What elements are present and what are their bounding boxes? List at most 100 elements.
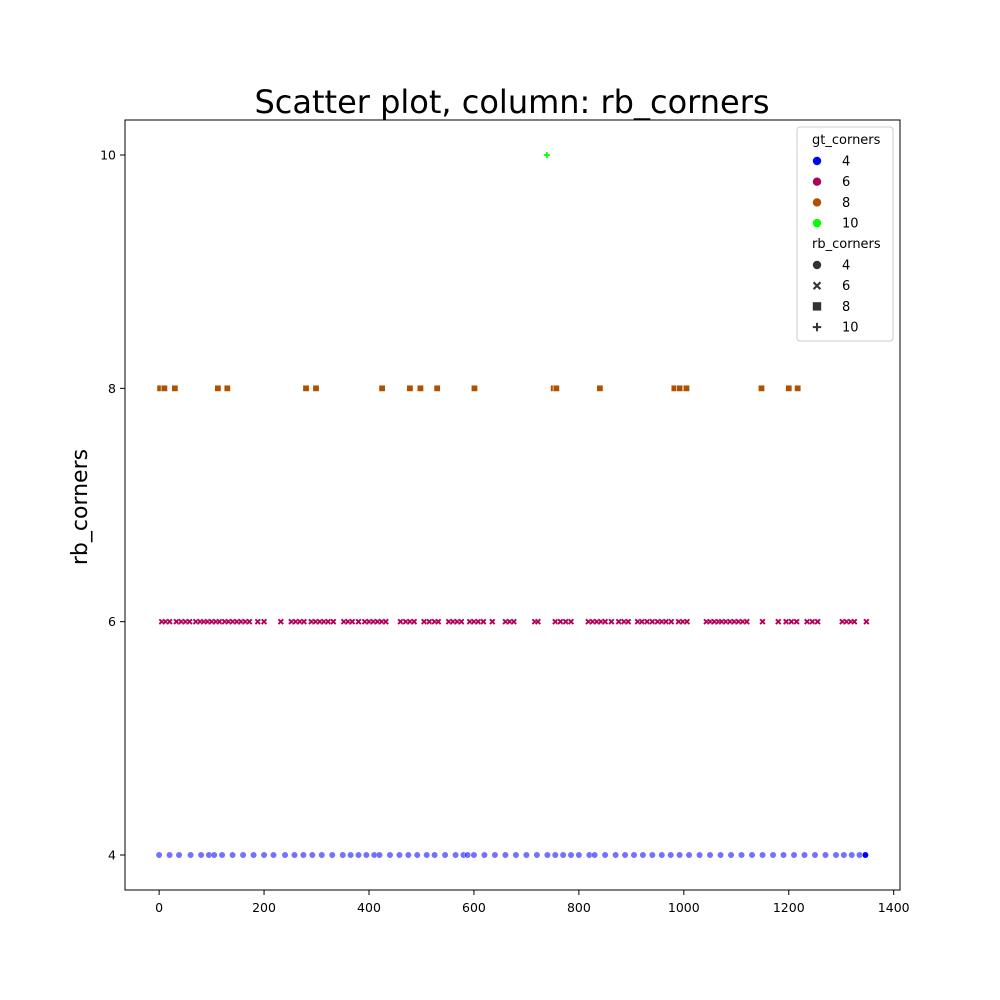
data-point — [601, 851, 609, 859]
data-point — [416, 384, 424, 392]
y-tick-label: 6 — [108, 614, 116, 629]
data-point — [667, 618, 675, 626]
data-point — [354, 851, 363, 859]
data-point — [748, 851, 756, 859]
data-point — [863, 618, 870, 626]
x-tick-label: 800 — [567, 900, 591, 915]
y-tick-label: 4 — [108, 848, 116, 863]
legend-style-title: rb_corners — [812, 237, 881, 252]
data-point — [410, 618, 418, 626]
data-point — [758, 851, 767, 859]
data-point — [470, 851, 478, 859]
legend-style-swatch — [812, 322, 822, 332]
data-point — [543, 151, 551, 159]
data-point — [648, 851, 656, 859]
data-point — [451, 851, 460, 859]
data-point — [512, 851, 520, 859]
data-point — [488, 618, 496, 626]
data-point — [214, 384, 222, 392]
data-point — [290, 851, 299, 859]
data-point — [534, 618, 542, 626]
data-point — [347, 851, 355, 859]
data-point — [491, 851, 499, 859]
legend-style-entries: 4 6 8 10 — [812, 259, 859, 336]
legend-hue-entries: 4 6 8 10 — [812, 155, 859, 232]
data-point — [329, 618, 337, 626]
legend-style-swatch — [812, 260, 822, 270]
legend-hue-label: 6 — [842, 175, 850, 190]
data-point — [533, 851, 541, 859]
data-point — [378, 384, 386, 392]
y-axis: 4 6 8 10 — [100, 148, 125, 863]
data-point — [228, 851, 237, 859]
data-point — [559, 851, 567, 859]
data-point — [861, 851, 869, 859]
data-point — [249, 851, 258, 859]
y-tick-label: 8 — [108, 381, 116, 396]
data-point — [840, 851, 848, 859]
data-point — [166, 618, 174, 626]
data-point — [667, 851, 675, 859]
data-point — [269, 851, 278, 859]
y-axis-label: rb_corners — [68, 449, 93, 565]
data-point — [312, 384, 320, 392]
data-point — [218, 851, 226, 859]
data-point — [848, 851, 856, 859]
data-point — [171, 384, 179, 392]
data-points — [155, 151, 870, 859]
data-point — [300, 618, 308, 626]
data-point — [434, 618, 442, 626]
x-tick-label: 200 — [252, 900, 276, 915]
data-point — [166, 851, 174, 859]
data-point — [197, 851, 205, 859]
data-point — [850, 618, 858, 626]
data-point — [814, 618, 822, 626]
x-tick-label: 1200 — [773, 900, 805, 915]
legend-hue-swatch — [812, 156, 822, 166]
data-point — [433, 384, 441, 392]
data-point — [757, 384, 765, 392]
data-point — [160, 384, 168, 392]
data-point — [470, 384, 478, 392]
data-point — [441, 851, 449, 859]
data-point — [223, 384, 231, 392]
x-tick-label: 1000 — [668, 900, 700, 915]
data-point — [832, 851, 840, 859]
data-point — [591, 851, 599, 859]
data-point — [794, 384, 802, 392]
data-point — [676, 384, 684, 392]
legend-style-label: 4 — [842, 259, 850, 274]
data-point — [260, 618, 268, 626]
data-point — [737, 851, 746, 859]
data-point — [630, 851, 638, 859]
data-point — [793, 618, 801, 626]
data-point — [607, 618, 615, 626]
data-point — [281, 851, 289, 859]
data-point — [716, 851, 725, 859]
data-point — [800, 851, 809, 859]
y-tick-label: 10 — [100, 148, 116, 163]
legend-hue-label: 4 — [842, 155, 850, 170]
data-point — [759, 618, 766, 626]
data-point — [382, 618, 390, 626]
data-point — [339, 851, 347, 859]
data-point — [612, 851, 620, 859]
legend-hue-swatch — [812, 198, 822, 207]
data-point — [811, 851, 819, 859]
data-point — [318, 851, 326, 859]
data-point — [790, 851, 798, 859]
legend-style-swatch — [812, 281, 822, 290]
legend-hue-label: 10 — [842, 217, 859, 232]
data-point — [695, 851, 704, 859]
data-point — [624, 618, 632, 626]
data-point — [362, 851, 370, 859]
legend-hue-swatch — [812, 218, 822, 228]
x-tick-label: 1400 — [878, 900, 910, 915]
data-point — [386, 851, 394, 859]
data-point — [551, 851, 559, 859]
data-point — [239, 851, 247, 859]
data-point — [457, 618, 465, 626]
legend-hue-swatch — [812, 177, 822, 186]
data-point — [575, 851, 583, 859]
